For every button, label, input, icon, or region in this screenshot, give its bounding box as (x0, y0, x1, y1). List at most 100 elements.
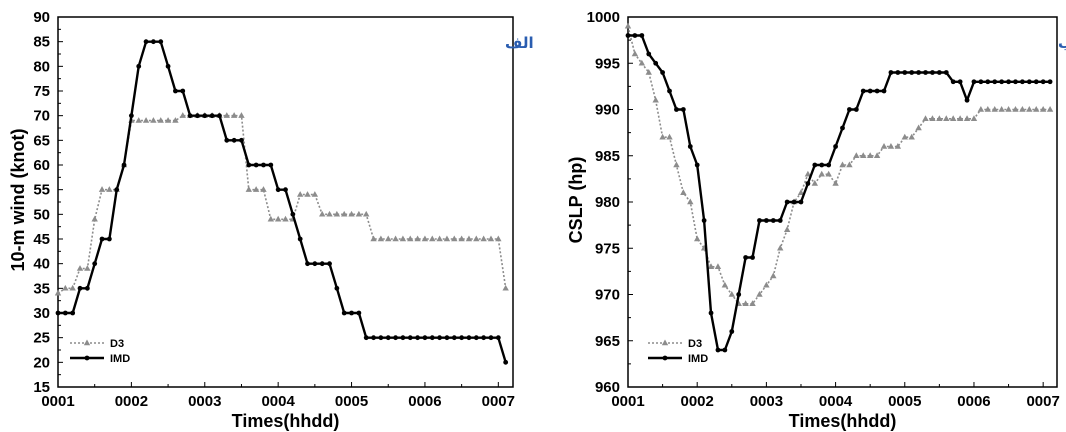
d3-point (1033, 106, 1040, 112)
d3-point (866, 152, 874, 158)
d3-point (414, 235, 421, 242)
imd-point (1013, 79, 1018, 85)
d3-point (436, 235, 443, 242)
imd-point (99, 236, 105, 242)
legend-imd-label: IMD (110, 353, 130, 365)
d3-point (714, 263, 722, 269)
d3-point (458, 235, 465, 242)
d3-point (673, 161, 680, 168)
imd-point (121, 162, 127, 168)
imd-point (481, 335, 487, 341)
imd-point (224, 137, 230, 143)
d3-point (106, 186, 113, 192)
imd-point (729, 329, 735, 334)
d3-point (223, 112, 230, 118)
y-axis-label: CSLP (hp) (566, 157, 586, 244)
imd-point (722, 347, 728, 353)
imd-point (847, 107, 852, 112)
d3-point (355, 210, 363, 217)
y-tick-label: 60 (33, 157, 50, 174)
d3-point (721, 281, 729, 288)
imd-point (363, 335, 369, 341)
x-tick-label: 0002 (115, 393, 148, 410)
d3-point (172, 117, 179, 123)
d3-point (465, 235, 473, 242)
imd-point (653, 60, 659, 66)
imd-point (415, 335, 420, 341)
d3-point (407, 235, 414, 242)
x-tick-label: 0003 (750, 393, 783, 410)
imd-point (708, 310, 714, 316)
y-tick-label: 80 (33, 58, 50, 75)
imd-point (253, 162, 259, 168)
y-tick-label: 990 (595, 102, 620, 119)
d3-point (311, 191, 319, 197)
y-tick-label: 20 (33, 354, 50, 371)
d3-point (282, 215, 289, 222)
imd-point (165, 63, 171, 69)
d3-point (304, 191, 311, 197)
d3-point (157, 117, 164, 123)
d3-point (443, 235, 451, 242)
imd-point (1006, 79, 1011, 85)
y-tick-label: 1000 (587, 9, 620, 26)
y-tick-label: 90 (33, 9, 50, 26)
y-tick-label: 40 (33, 256, 50, 273)
legend-d3-marker (661, 339, 669, 346)
imd-point (895, 70, 901, 75)
imd-point (777, 218, 783, 223)
imd-point (341, 310, 347, 316)
imd-point (151, 39, 156, 45)
d3-point (783, 226, 791, 232)
d3-point (260, 186, 267, 192)
imd-point (867, 88, 873, 94)
imd-point (246, 162, 252, 168)
imd-point (971, 79, 977, 85)
d3-point (1005, 106, 1012, 112)
d3-point (348, 210, 355, 217)
x-tick-label: 0007 (482, 393, 515, 410)
d3-point (846, 161, 853, 168)
imd-point (217, 113, 222, 119)
d3-series-line (57, 114, 507, 294)
imd-point (495, 335, 501, 341)
d3-point (363, 210, 370, 217)
d3-point (832, 180, 839, 186)
imd-point (902, 70, 908, 75)
y-tick-label: 35 (33, 280, 50, 297)
d3-point (318, 210, 326, 217)
imd-point (957, 79, 963, 85)
imd-point (660, 70, 665, 75)
imd-point (639, 33, 645, 38)
legend-imd-marker (662, 355, 668, 361)
imd-point (180, 88, 186, 94)
d3-point (804, 170, 812, 177)
imd-point (750, 255, 755, 260)
y-tick-label: 965 (595, 333, 620, 350)
x-tick-label: 0006 (408, 393, 441, 410)
imd-point (770, 218, 776, 223)
imd-point (356, 310, 362, 316)
d3-point (69, 284, 76, 291)
d3-point (797, 189, 805, 195)
imd-point (114, 187, 120, 193)
d3-point (480, 235, 487, 242)
imd-point (231, 137, 237, 143)
d3-point (487, 235, 495, 242)
d3-point (728, 291, 735, 297)
imd-point (283, 187, 288, 193)
d3-point (1012, 106, 1019, 112)
legend-d3-marker (83, 339, 91, 346)
imd-point (743, 255, 749, 260)
legend-imd-label: IMD (688, 353, 708, 365)
y-tick-label: 75 (33, 83, 50, 100)
imd-point (55, 310, 61, 316)
d3-point (853, 152, 860, 158)
d3-point (267, 215, 275, 222)
imd-point (840, 125, 845, 131)
d3-point (624, 22, 632, 29)
imd-point (319, 261, 325, 267)
d3-point (150, 117, 157, 123)
imd-point (327, 261, 332, 267)
imd-point (1047, 79, 1053, 85)
